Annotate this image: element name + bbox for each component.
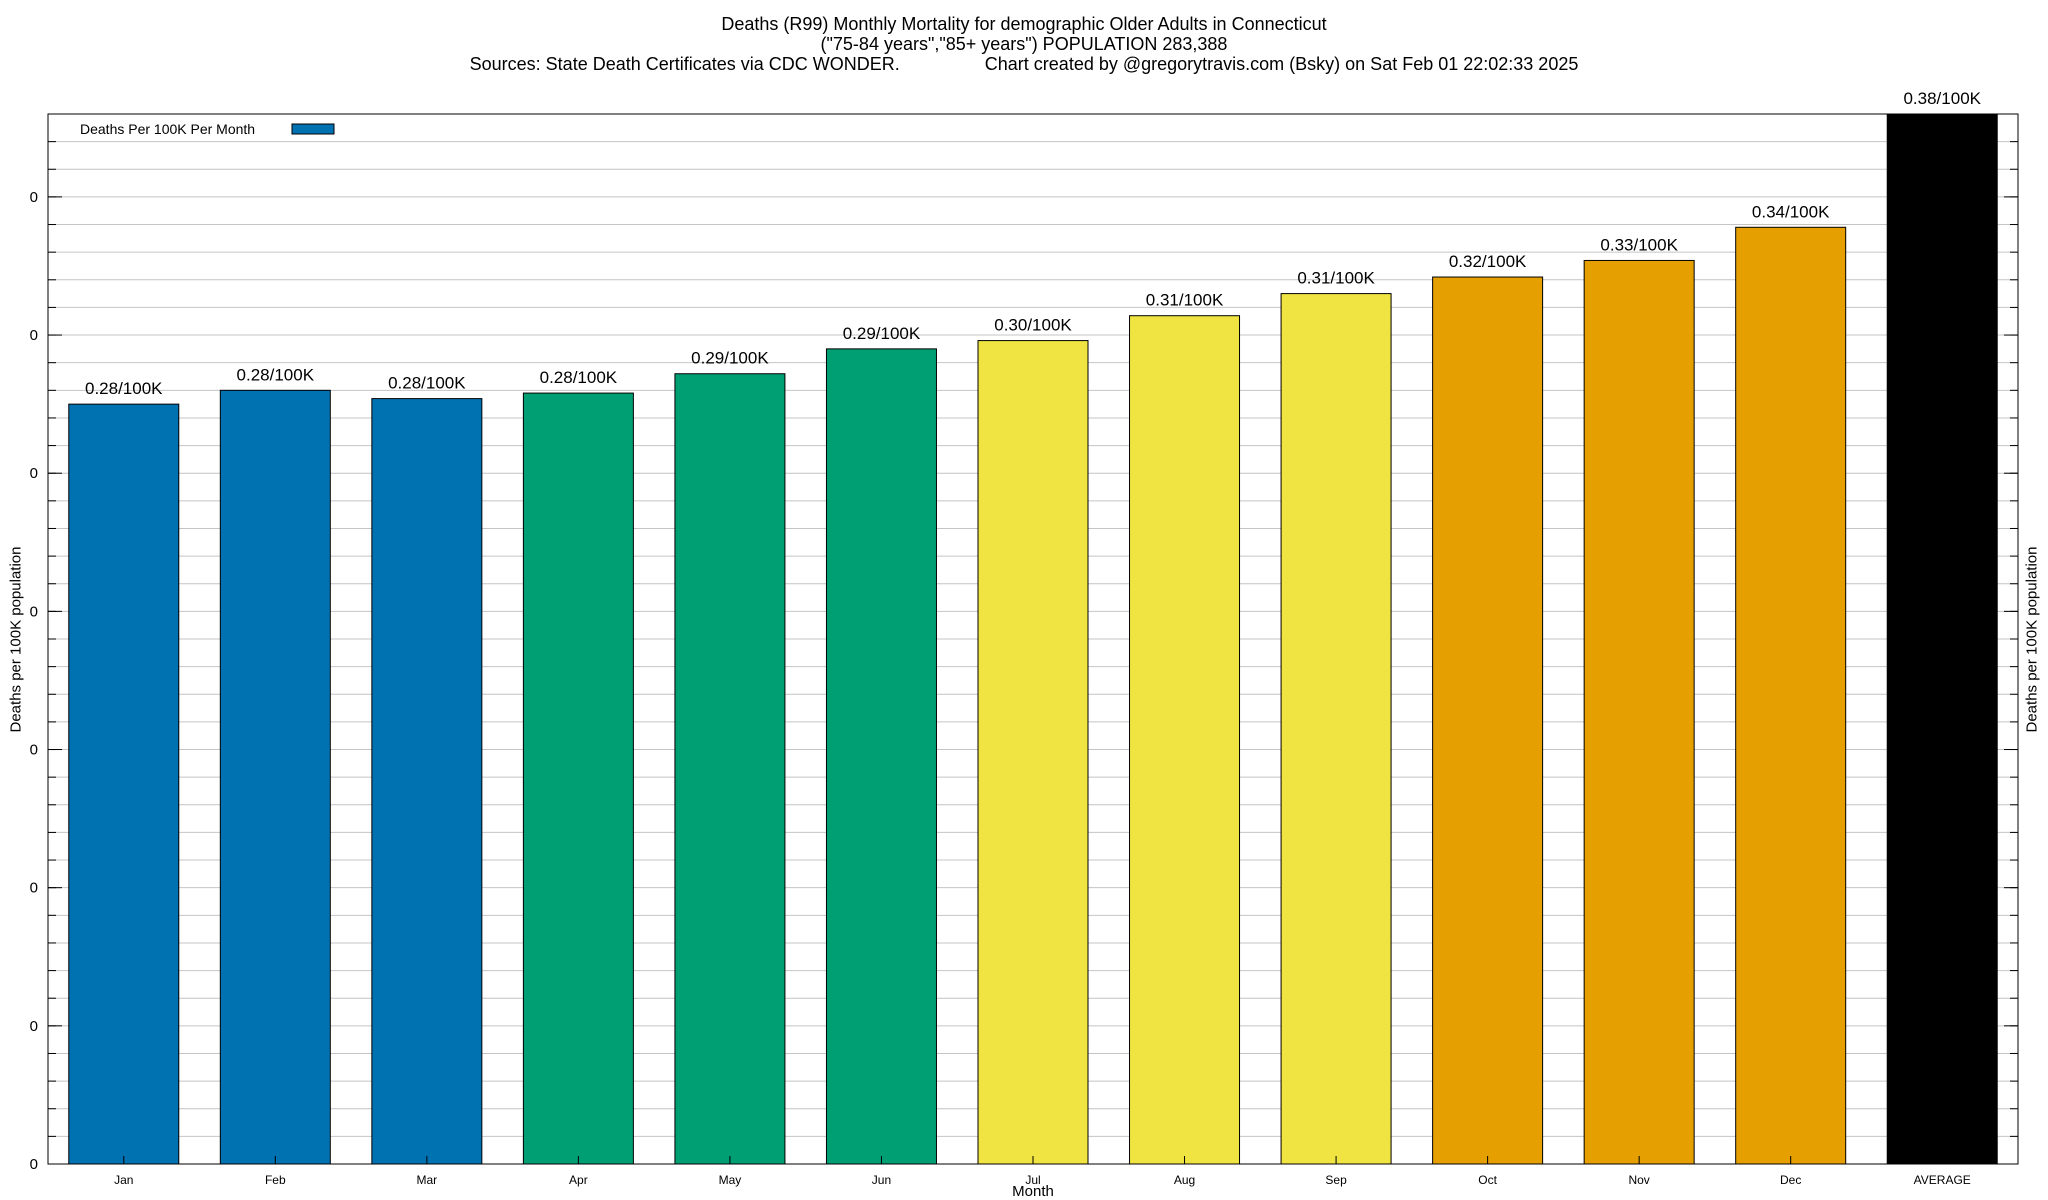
legend-swatch [291, 123, 335, 135]
bar [977, 340, 1089, 1165]
chart-subtitle: ("75-84 years","85+ years") POPULATION 2… [820, 34, 1228, 54]
bars [68, 113, 1998, 1165]
data-label: 0.28/100K [85, 379, 163, 398]
data-label: 0.31/100K [1146, 291, 1224, 310]
x-tick-label: Aug [1174, 1173, 1195, 1187]
data-label: 0.33/100K [1600, 235, 1678, 254]
x-tick-label: Feb [265, 1173, 286, 1187]
data-label: 0.29/100K [691, 349, 769, 368]
y-tick-label: 0 [30, 1018, 38, 1035]
y-tick-label: 0 [30, 1156, 38, 1173]
bar [68, 403, 180, 1165]
bar [674, 373, 786, 1165]
data-label: 0.29/100K [843, 324, 921, 343]
data-label: 0.38/100K [1903, 89, 1981, 108]
data-label: 0.31/100K [1297, 269, 1375, 288]
y-tick-label: 0 [30, 465, 38, 482]
x-tick-label: Dec [1780, 1173, 1801, 1187]
bar [1735, 226, 1847, 1165]
y-tick-label: 0 [30, 327, 38, 344]
data-label: 0.28/100K [237, 365, 315, 384]
x-tick-label: Oct [1478, 1173, 1497, 1187]
data-label: 0.28/100K [388, 374, 466, 393]
chart-source-line: Sources: State Death Certificates via CD… [469, 54, 1579, 74]
y-tick-label: 0 [30, 189, 38, 206]
x-tick-label: Apr [569, 1173, 588, 1187]
y-tick-label: 0 [30, 603, 38, 620]
bar [219, 389, 331, 1165]
x-tick-label: Mar [417, 1173, 438, 1187]
y-axis-label-left: Deaths per 100K population [7, 546, 25, 732]
legend-label: Deaths Per 100K Per Month [80, 121, 255, 137]
chart-title: Deaths (R99) Monthly Mortality for demog… [721, 14, 1327, 34]
x-tick-label: AVERAGE [1914, 1173, 1971, 1187]
y-axis-label-right: Deaths per 100K population [2023, 546, 2041, 732]
data-label: 0.34/100K [1752, 202, 1830, 221]
axes: 0 0 0 0 0 0 0 0 Jan Feb Mar Apr May Jun Jul Aug Sep Oct No… [30, 141, 2018, 1187]
x-tick-label: Sep [1325, 1173, 1347, 1187]
bar [1583, 259, 1695, 1165]
x-tick-label: May [719, 1173, 742, 1187]
legend: Deaths Per 100K Per Month [80, 121, 335, 137]
x-tick-label: Nov [1628, 1173, 1649, 1187]
bar [1280, 293, 1392, 1165]
data-label: 0.30/100K [994, 316, 1072, 335]
x-tick-label: Jul [1025, 1173, 1040, 1187]
x-tick-label: Jun [872, 1173, 891, 1187]
bar [825, 348, 937, 1165]
y-tick-label: 0 [30, 880, 38, 897]
plot-frame [47, 113, 2019, 1165]
data-label: 0.32/100K [1449, 252, 1527, 271]
bar [522, 392, 634, 1165]
bar [1432, 276, 1544, 1165]
x-tick-label: Jan [114, 1173, 133, 1187]
data-labels: 0.28/100K 0.28/100K 0.28/100K 0.28/100K 0.29… [85, 89, 1982, 398]
y-tick-label: 0 [30, 742, 38, 759]
data-label: 0.28/100K [540, 368, 618, 387]
bar [1886, 113, 1998, 1165]
bar [371, 398, 483, 1165]
x-axis-label: Month [1012, 1183, 1054, 1200]
bar [1129, 315, 1241, 1165]
